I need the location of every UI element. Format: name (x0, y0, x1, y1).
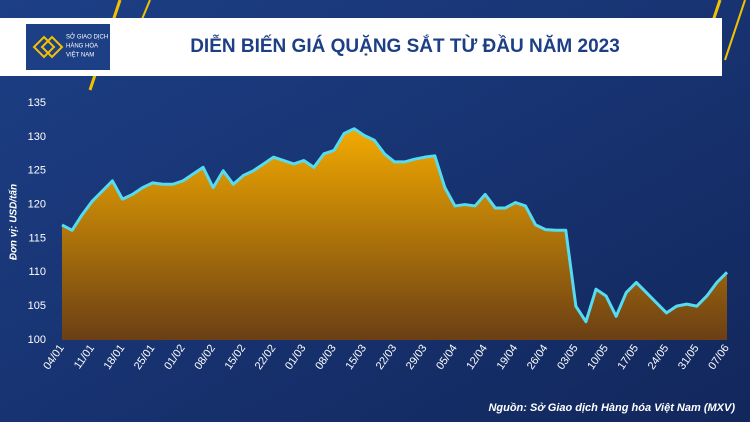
logo-box (26, 24, 110, 70)
logo-icon (32, 35, 64, 59)
header-bar (0, 18, 722, 76)
logo-text: VIỆT NAM (66, 51, 94, 59)
decor (724, 0, 746, 61)
area (62, 128, 727, 340)
logo-text: SỞ GIAO DỊCH (66, 34, 108, 41)
logo-text: HÀNG HÓA (66, 43, 98, 50)
y-tick-label: 120 (28, 198, 46, 210)
chart-title: DIỄN BIẾN GIÁ QUẶNG SẮT TỪ ĐẦU NĂM 2023 (190, 35, 620, 57)
y-axis-label: Đơn vị: USD/tấn (8, 184, 20, 260)
line (61, 127, 729, 324)
y-tick-label: 115 (28, 232, 46, 244)
y-tick-label: 105 (28, 300, 46, 312)
y-tick-label: 130 (28, 131, 46, 143)
y-tick-label: 135 (28, 97, 46, 109)
source: Nguồn: Sở Giao dịch Hàng hóa Việt Nam (M… (488, 402, 735, 414)
y-tick-label: 100 (28, 334, 46, 346)
y-tick-label: 110 (28, 266, 46, 278)
y-tick-label: 125 (28, 165, 46, 177)
